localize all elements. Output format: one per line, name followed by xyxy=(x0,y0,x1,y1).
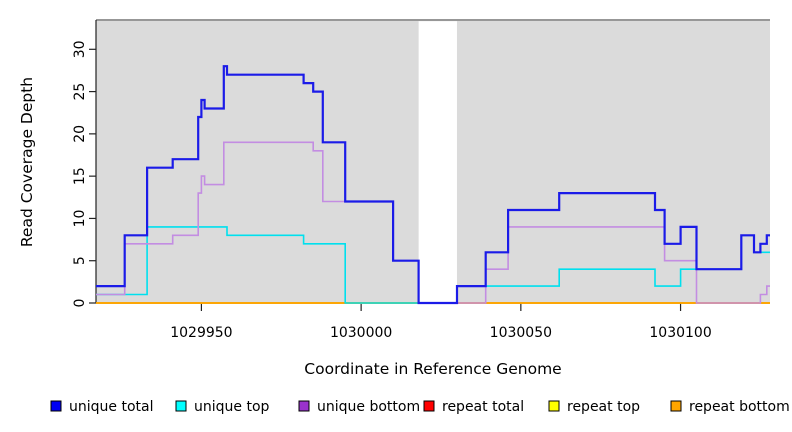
legend-swatch-repeat-total xyxy=(423,400,435,412)
x-axis-tick-label: 1029950 xyxy=(170,325,232,341)
legend-swatch-repeat-bottom xyxy=(670,400,682,412)
y-axis-tick-label: 30 xyxy=(72,40,88,58)
y-axis-tick-label: 20 xyxy=(72,125,88,143)
y-axis-tick-label: 0 xyxy=(72,299,88,308)
x-axis-tick-label: 1030050 xyxy=(490,325,552,341)
legend-swatch-repeat-top xyxy=(548,400,560,412)
y-axis-tick-label: 10 xyxy=(72,210,88,228)
legend-swatch-unique-top xyxy=(175,400,187,412)
legend-label-unique-top: unique top xyxy=(194,399,270,415)
legend-label-repeat-top: repeat top xyxy=(567,399,640,415)
x-axis-tick-label: 1030000 xyxy=(330,325,392,341)
masked-region xyxy=(418,21,457,303)
legend-swatch-unique-total xyxy=(50,400,62,412)
y-axis-tick-label: 5 xyxy=(72,256,88,265)
x-axis-title: Coordinate in Reference Genome xyxy=(304,360,561,378)
y-axis-tick-label: 25 xyxy=(72,83,88,101)
y-axis-title: Read Coverage Depth xyxy=(18,77,36,247)
legend-label-unique-total: unique total xyxy=(69,399,153,415)
x-axis-tick-label: 1030100 xyxy=(649,325,711,341)
legend-swatch-unique-bottom xyxy=(298,400,310,412)
legend-label-unique-bottom: unique bottom xyxy=(317,399,420,415)
series-unique-total-line xyxy=(96,65,770,305)
legend-label-repeat-bottom: repeat bottom xyxy=(689,399,790,415)
legend-label-repeat-total: repeat total xyxy=(442,399,524,415)
y-axis-tick-label: 15 xyxy=(72,167,88,185)
